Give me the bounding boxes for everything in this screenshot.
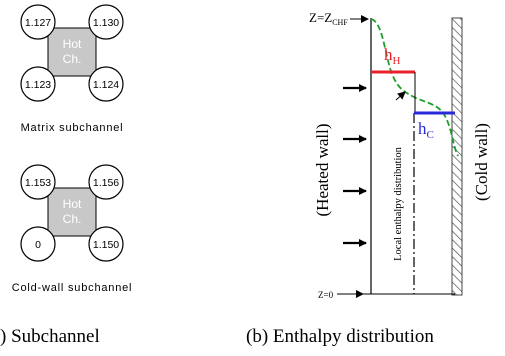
enthalpy-diagram: Z=ZCHF Z=0 (Heated wall) (Cold wall) Loc… <box>309 10 491 300</box>
coldwall-caption: Cold-wall subchannel <box>12 282 133 294</box>
local-enthalpy-label: Local enthalpy distribution <box>393 146 404 260</box>
matrix-rod-top-left <box>20 4 56 40</box>
curve-pointer-arrow <box>395 91 406 101</box>
heated-wall-label: (Heated wall) <box>313 124 332 217</box>
matrix-rod-bottom-left <box>20 66 56 102</box>
cold-wall <box>451 17 463 296</box>
coldwall-rod-bottom-right <box>88 226 124 262</box>
matrix-hot-label-1: Hot <box>63 37 82 51</box>
matrix-subchannel-diagram: Hot Ch. 1.127 1.130 1.123 1.124 Matrix s… <box>20 4 124 134</box>
enthalpy-curve <box>370 18 459 157</box>
coldwall-rod-top-right-value: 1.156 <box>93 177 119 189</box>
matrix-rod-bottom-right <box>88 66 124 102</box>
coldwall-rod-top-left <box>20 164 56 200</box>
matrix-rod-top-right-value: 1.130 <box>93 17 119 29</box>
z-top-label: Z=ZCHF <box>309 10 348 27</box>
coldwall-rod-top-right <box>88 164 124 200</box>
coldwall-rod-bottom-left <box>20 226 56 262</box>
cold-enthalpy-label: hC <box>418 119 434 141</box>
matrix-hot-channel <box>47 27 97 77</box>
matrix-rod-bottom-right-value: 1.124 <box>93 79 119 91</box>
cold-wall-label: (Cold wall) <box>472 123 491 201</box>
z-bottom-label: Z=0 <box>318 290 334 300</box>
matrix-rod-bottom-left-value: 1.123 <box>25 79 51 91</box>
coldwall-rod-bottom-right-value: 1.150 <box>93 239 119 251</box>
matrix-rod-top-left-value: 1.127 <box>25 17 51 29</box>
subchannel-caption: ) Subchannel <box>0 326 100 347</box>
matrix-hot-label-2: Ch. <box>63 52 82 66</box>
hot-enthalpy-label: hH <box>384 45 401 67</box>
coldwall-hot-label-2: Ch. <box>63 212 82 226</box>
coldwall-rod-bottom-left-value: 0 <box>35 239 41 251</box>
coldwall-hot-channel <box>47 187 97 237</box>
coldwall-hot-label-1: Hot <box>63 197 82 211</box>
enthalpy-caption: (b) Enthalpy distribution <box>246 326 434 347</box>
matrix-caption: Matrix subchannel <box>21 122 124 134</box>
coldwall-subchannel-diagram: Hot Ch. 1.153 1.156 0 1.150 Cold-wall su… <box>12 164 133 294</box>
matrix-rod-top-right <box>88 4 124 40</box>
coldwall-rod-top-left-value: 1.153 <box>25 177 51 189</box>
heat-flux-arrows <box>343 84 367 247</box>
